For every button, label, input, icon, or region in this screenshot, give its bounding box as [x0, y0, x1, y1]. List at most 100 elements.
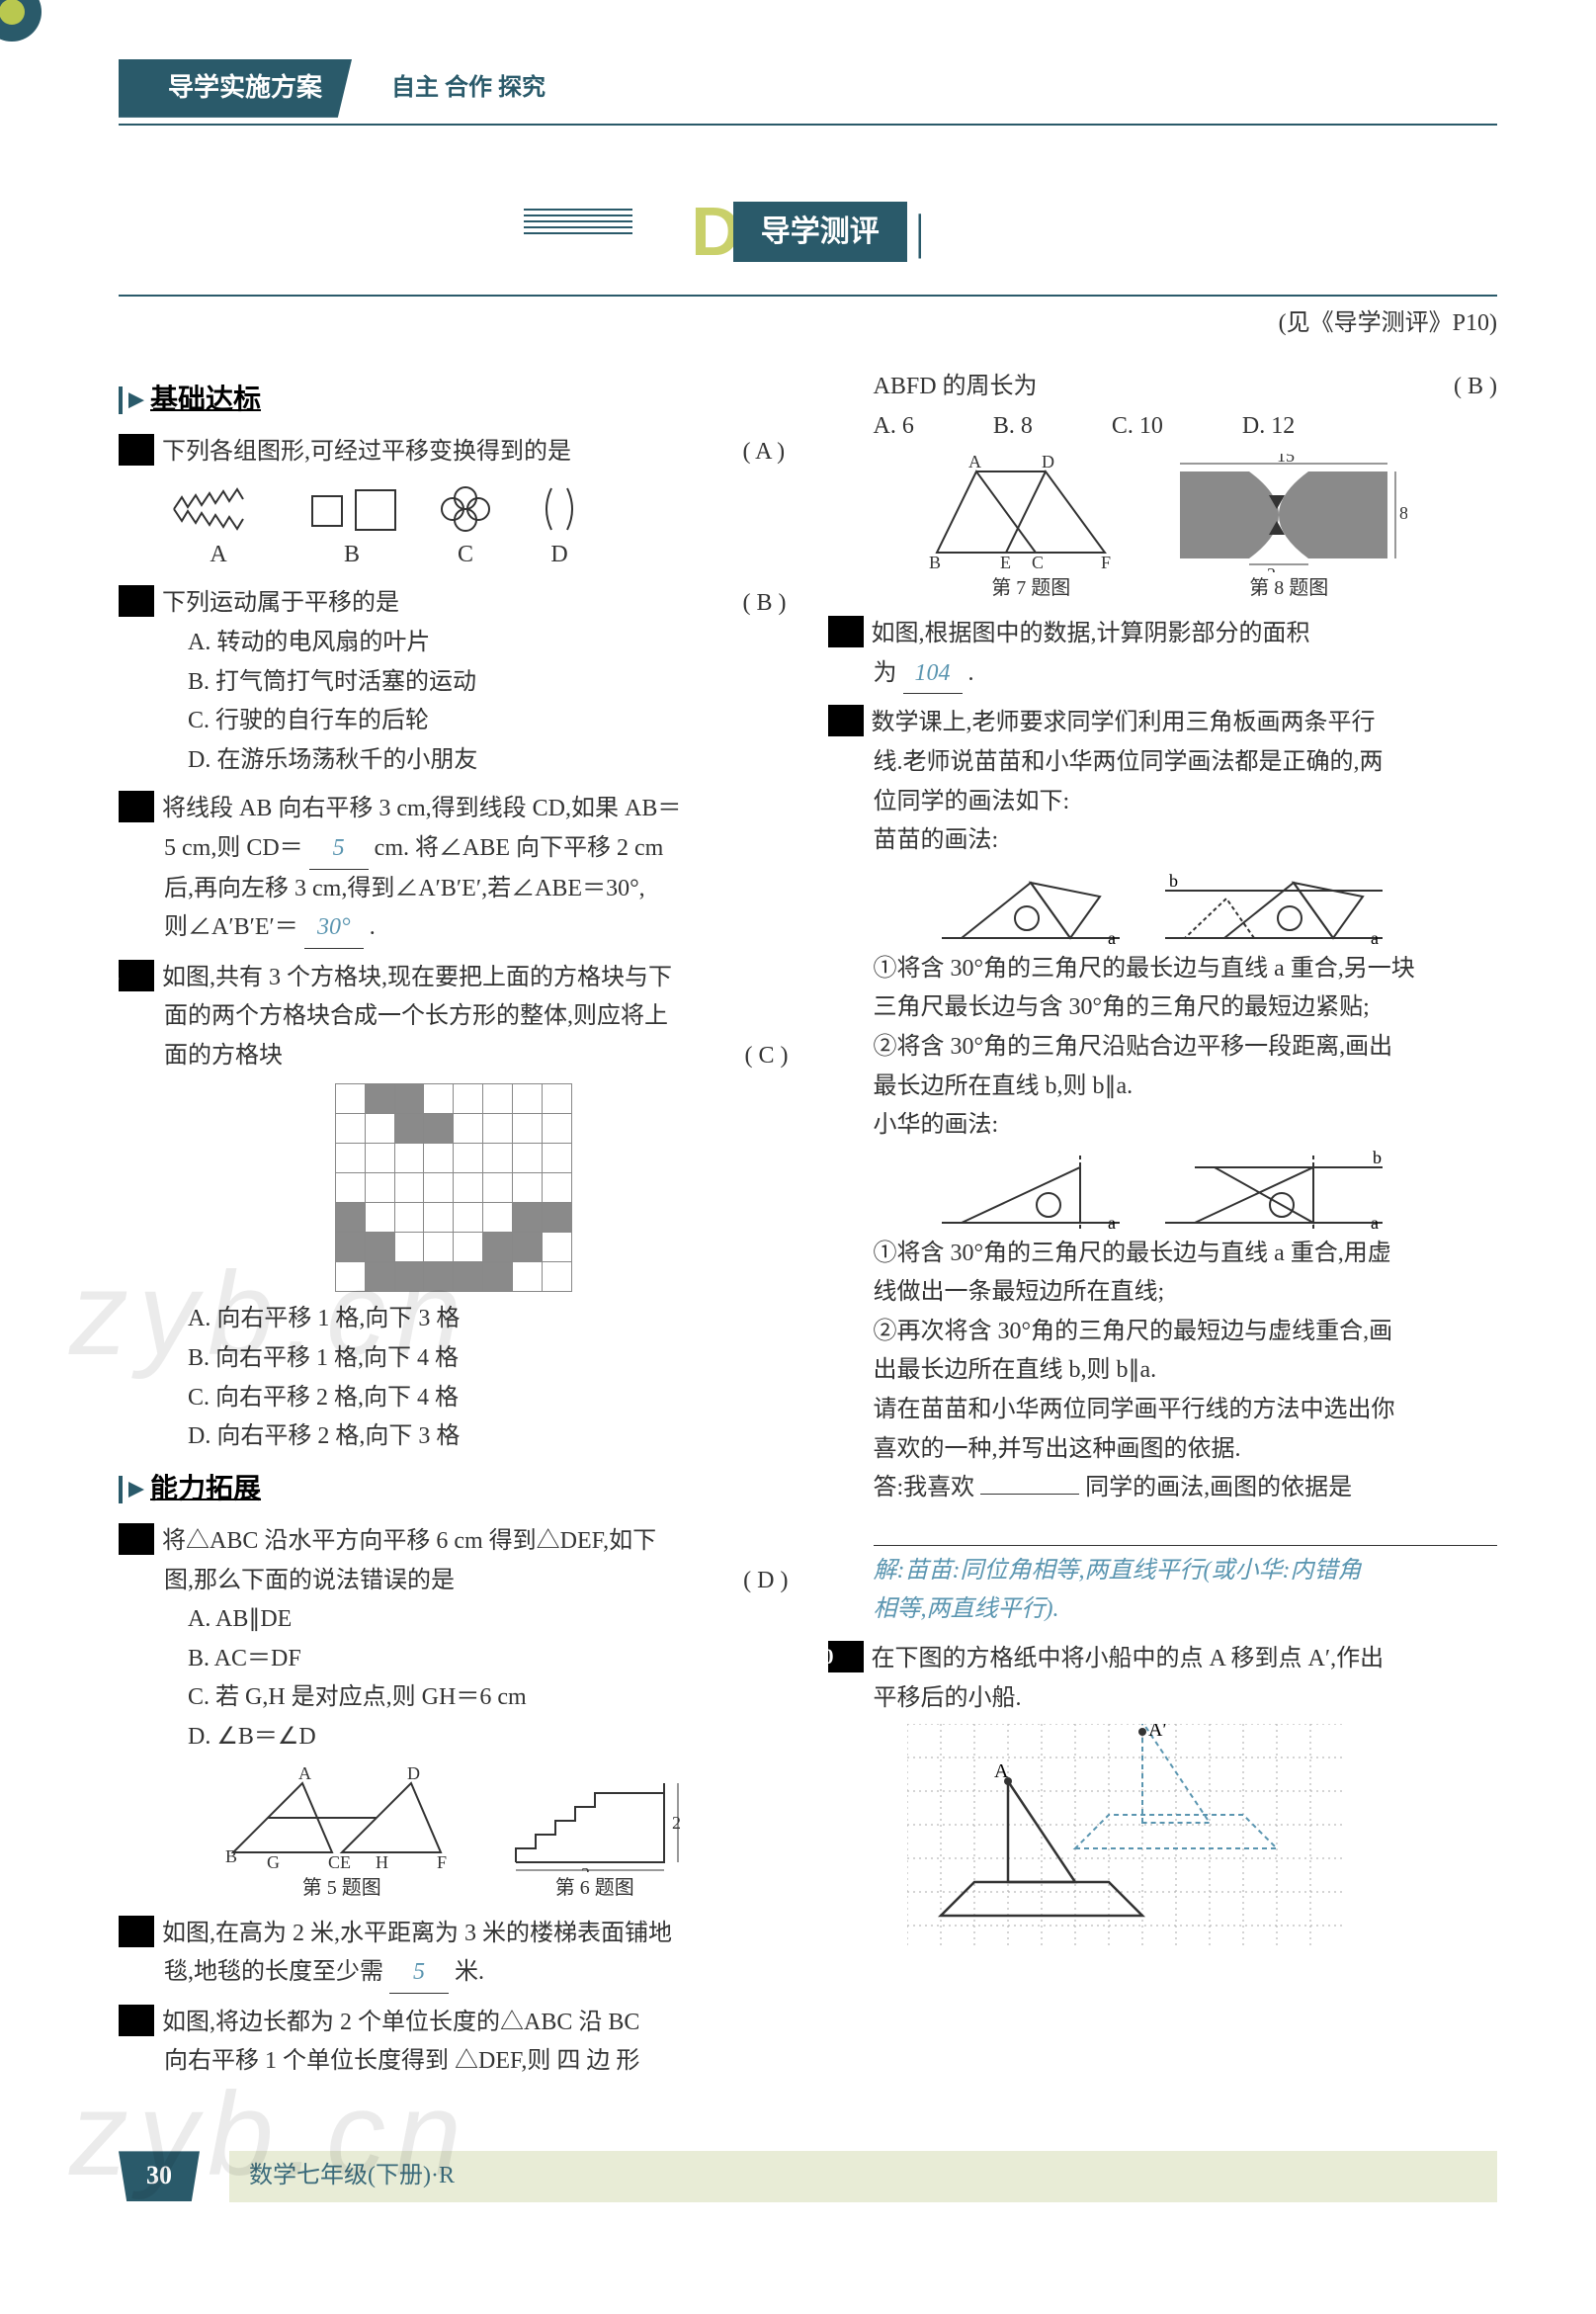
q9-ans-mid: 同学的画法,画图的依据是	[1085, 1475, 1352, 1500]
q6-l2b: 米.	[455, 1959, 484, 1985]
right-column: ABFD 的周长为 ( B ) A. 6 B. 8 C. 10 D. 12	[828, 368, 1498, 2092]
svg-text:A: A	[298, 1763, 311, 1783]
q2-text: 下列运动属于平移的是	[162, 590, 399, 616]
q7-optC: C. 10	[1112, 407, 1163, 447]
question-4: 4 如图,共有 3 个方格块,现在要把上面的方格块与下 面的两个方格块合成一个长方…	[119, 959, 789, 1457]
stripe-decoration	[524, 205, 632, 234]
svg-text:A: A	[968, 454, 981, 471]
header-subtitle: 自主 合作 探究	[391, 69, 546, 109]
q7-l3: ABFD 的周长为	[874, 374, 1038, 399]
svg-text:B: B	[225, 1846, 237, 1866]
q2-optB: B. 打气筒打气时活塞的运动	[119, 663, 789, 703]
q9-ask2: 喜欢的一种,并写出这种画图的依据.	[828, 1430, 1498, 1470]
svg-text:B: B	[929, 553, 941, 572]
q6-l1: 如图,在高为 2 米,水平距离为 3 米的楼梯表面铺地	[162, 1921, 672, 1946]
q1-figC: C	[431, 482, 500, 575]
q9-l2: 线.老师说苗苗和小华两位同学画法都是正确的,两	[828, 743, 1498, 783]
q9-h4: 出最长边所在直线 b,则 b∥a.	[828, 1351, 1498, 1391]
arrow-icon	[128, 1482, 144, 1498]
q9-miao-fig2: a b	[1155, 861, 1392, 950]
svg-text:F: F	[1101, 553, 1111, 572]
svg-text:H: H	[376, 1852, 388, 1872]
q9-ask1: 请在苗苗和小华两位同学画平行线的方法中选出你	[828, 1391, 1498, 1430]
svg-text:2: 2	[672, 1813, 681, 1833]
q5-l2: 图,那么下面的说法错误的是	[164, 1568, 455, 1593]
q9-h1: ①将含 30°角的三角尺的最长边与直线 a 重合,用虚	[828, 1235, 1498, 1274]
q7-l1: 如图,将边长都为 2 个单位长度的△ABC 沿 BC	[162, 2010, 639, 2035]
q9-m4: 最长边所在直线 b,则 b∥a.	[828, 1068, 1498, 1107]
q9-blank-name	[980, 1494, 1079, 1495]
question-9: 9数学课上,老师要求同学们利用三角板画两条平行 线.老师说苗苗和小华两位同学画法…	[828, 704, 1498, 1630]
qnum-badge: 5	[119, 1523, 154, 1555]
q4-l1: 如图,共有 3 个方格块,现在要把上面的方格块与下	[162, 965, 672, 990]
q9-m3: ②将含 30°角的三角尺沿贴合边平移一段距离,画出	[828, 1028, 1498, 1068]
q9-l3: 位同学的画法如下:	[828, 783, 1498, 822]
q9-hua-fig2: a b	[1155, 1146, 1392, 1235]
q9-l1: 数学课上,老师要求同学们利用三角板画两条平行	[872, 710, 1376, 735]
q4-answer: ( C )	[745, 1037, 789, 1076]
qnum-badge: 10	[828, 1641, 864, 1672]
svg-text:G: G	[267, 1852, 280, 1872]
q4-optA: A. 向右平移 1 格,向下 3 格	[119, 1300, 789, 1339]
pipe-decoration: |	[915, 191, 925, 273]
q3-blank2: 30°	[304, 908, 364, 949]
q7-optB: B. 8	[993, 407, 1033, 447]
svg-text:D: D	[1042, 454, 1054, 471]
q1-text: 下列各组图形,可经过平移变换得到的是	[162, 439, 571, 465]
q10-l1: 在下图的方格纸中将小船中的点 A 移到点 A′,作出	[872, 1646, 1385, 1671]
svg-text:b: b	[1169, 871, 1178, 891]
q4-optC: C. 向右平移 2 格,向下 4 格	[119, 1379, 789, 1418]
q5-answer: ( D )	[743, 1562, 788, 1601]
footer-text: 数学七年级(下册)·R	[229, 2151, 1497, 2202]
q5-optC: C. 若 G,H 是对应点,则 GH＝6 cm	[119, 1678, 789, 1718]
question-2: 2下列运动属于平移的是 ( B ) A. 转动的电风扇的叶片 B. 打气筒打气时…	[119, 584, 789, 780]
svg-text:a: a	[1108, 928, 1116, 948]
q9-ans-prefix: 答:我喜欢	[874, 1475, 975, 1500]
section-extend-title: 能力拓展	[150, 1467, 261, 1512]
q10-figure: A A′	[907, 1724, 1498, 1951]
header-banner: 导学实施方案	[119, 59, 352, 118]
q9-miao-head: 苗苗的画法:	[828, 821, 1498, 861]
svg-text:D: D	[407, 1763, 420, 1783]
qnum-badge: 1	[119, 434, 154, 466]
page-number: 30	[119, 2151, 200, 2201]
question-7-right: ABFD 的周长为 ( B ) A. 6 B. 8 C. 10 D. 12	[828, 368, 1498, 605]
svg-text:a: a	[1371, 1213, 1379, 1233]
question-8: 8如图,根据图中的数据,计算阴影部分的面积 为 104 .	[828, 615, 1498, 694]
q9-answer-line	[874, 1514, 1498, 1546]
svg-text:b: b	[1373, 1148, 1382, 1167]
q9-m1: ①将含 30°角的三角尺的最长边与直线 a 重合,另一块	[828, 950, 1498, 989]
question-5: 5将△ABC 沿水平方向平移 6 cm 得到△DEF,如下 图,那么下面的说法错…	[119, 1522, 789, 1905]
section-chip: 导学测评	[733, 202, 907, 263]
q1-figB: B	[302, 482, 401, 575]
q9-h2: 线做出一条最短边所在直线;	[828, 1273, 1498, 1313]
question-7-left: 7 如图,将边长都为 2 个单位长度的△ABC 沿 BC 向右平移 1 个单位长度…	[119, 2004, 789, 2082]
q4-l3: 面的方格块	[164, 1043, 283, 1069]
qnum-badge: 4	[119, 960, 154, 991]
svg-text:8: 8	[1399, 503, 1407, 523]
qnum-badge: 7	[119, 2005, 154, 2036]
q6-caption: 第 6 题图	[496, 1872, 694, 1905]
svg-text:E: E	[1000, 553, 1011, 572]
q4-l2: 面的两个方格块合成一个长方形的整体,则应将上	[119, 997, 789, 1037]
reference-note: (见《导学测评》P10)	[119, 304, 1497, 344]
label-D: D	[534, 536, 585, 575]
question-6: 6如图,在高为 2 米,水平距离为 3 米的楼梯表面铺地 毯,地毯的长度至少需 …	[119, 1915, 789, 1994]
q1-figD: D	[530, 482, 589, 575]
q7-optD: D. 12	[1242, 407, 1295, 447]
q6-l2a: 毯,地毯的长度至少需	[164, 1959, 383, 1985]
svg-text:C: C	[328, 1852, 340, 1872]
q8-figure: 15 8 2 第 8 题图	[1170, 454, 1407, 605]
q2-optC: C. 行驶的自行车的后轮	[119, 702, 789, 741]
q8-caption: 第 8 题图	[1170, 572, 1407, 605]
logo-icon	[0, 0, 42, 42]
label-B: B	[326, 536, 378, 575]
q7-l2: 向右平移 1 个单位长度得到 △DEF,则 四 边 形	[119, 2042, 789, 2082]
svg-text:a: a	[1371, 928, 1379, 948]
svg-text:A′: A′	[1148, 1724, 1167, 1741]
q8-blank: 104	[903, 654, 963, 695]
q2-optA: A. 转动的电风扇的叶片	[119, 624, 789, 663]
arrow-icon	[128, 392, 144, 408]
q7-figure: AD BE CF 第 7 题图	[917, 454, 1144, 605]
q3-l4a: 则∠A′B′E′＝	[164, 914, 298, 940]
